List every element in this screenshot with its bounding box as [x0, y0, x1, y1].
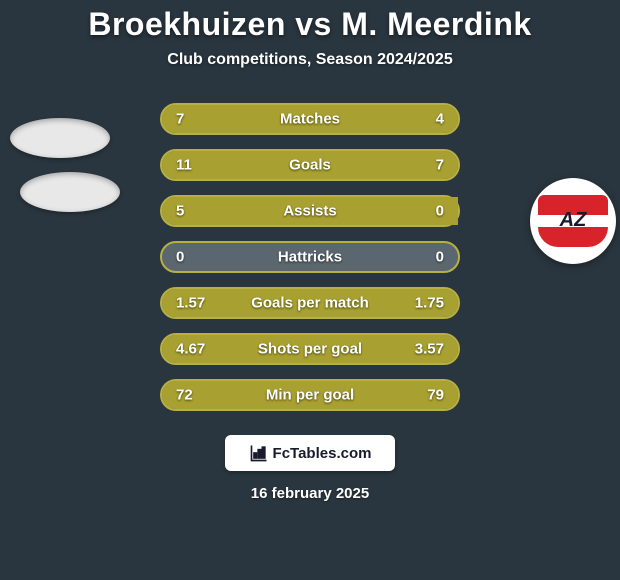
stat-bar: 0 0 Hattricks: [160, 241, 460, 273]
stat-value-left: 5: [176, 203, 184, 220]
date-text: 16 february 2025: [251, 485, 369, 502]
stat-value-right: 1.75: [415, 295, 444, 312]
stat-value-left: 1.57: [176, 295, 205, 312]
stat-label: Hattricks: [278, 249, 342, 266]
fctables-label: FcTables.com: [273, 445, 372, 462]
subtitle: Club competitions, Season 2024/2025: [167, 51, 452, 69]
az-logo-text: AZ: [538, 209, 608, 232]
stat-value-right: 79: [427, 387, 444, 404]
page-title: Broekhuizen vs M. Meerdink: [88, 6, 531, 43]
stat-value-left: 0: [176, 249, 184, 266]
stat-label: Min per goal: [266, 387, 354, 404]
stat-value-left: 72: [176, 387, 193, 404]
chart-icon: [249, 443, 269, 463]
stat-value-right: 4: [436, 111, 444, 128]
stat-row: 7 4 Matches: [0, 103, 620, 135]
stat-label: Goals per match: [251, 295, 369, 312]
stat-label: Matches: [280, 111, 340, 128]
stat-row: 72 79 Min per goal: [0, 379, 620, 411]
fctables-logo[interactable]: FcTables.com: [225, 435, 395, 471]
stat-value-left: 4.67: [176, 341, 205, 358]
stat-value-right: 7: [436, 157, 444, 174]
stat-value-left: 11: [176, 157, 192, 174]
stats-container: 7 4 Matches 11 7 Goals 5 0 Assists 0 0 Hattricks 1.5…: [0, 103, 620, 425]
stat-row: 1.57 1.75 Goals per match: [0, 287, 620, 319]
stat-row: 0 0 Hattricks: [0, 241, 620, 273]
stat-bar: 7 4 Matches: [160, 103, 460, 135]
stat-label: Shots per goal: [258, 341, 362, 358]
stat-value-right: 0: [436, 203, 444, 220]
stat-bar: 5 0 Assists: [160, 195, 460, 227]
stat-value-right: 3.57: [415, 341, 444, 358]
stat-row: 5 0 Assists: [0, 195, 620, 227]
stat-row: 11 7 Goals: [0, 149, 620, 181]
stat-label: Goals: [289, 157, 331, 174]
stat-value-right: 0: [436, 249, 444, 266]
comparison-card: Broekhuizen vs M. Meerdink Club competit…: [0, 0, 620, 580]
stat-value-left: 7: [176, 111, 184, 128]
stat-bar: 11 7 Goals: [160, 149, 460, 181]
stat-bar: 4.67 3.57 Shots per goal: [160, 333, 460, 365]
stat-row: 4.67 3.57 Shots per goal: [0, 333, 620, 365]
stat-label: Assists: [283, 203, 336, 220]
stat-bar: 1.57 1.75 Goals per match: [160, 287, 460, 319]
stat-bar: 72 79 Min per goal: [160, 379, 460, 411]
